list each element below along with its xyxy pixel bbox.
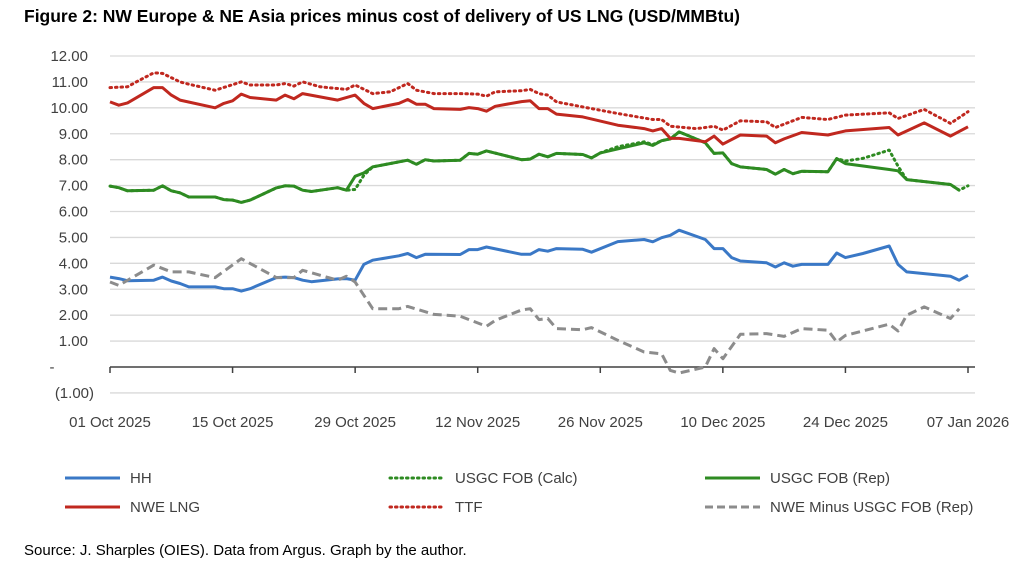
- y-tick-label: 2.00: [59, 307, 88, 324]
- y-tick-label: 1.00: [59, 333, 88, 350]
- y-tick-label: 7.00: [59, 178, 88, 195]
- source-note: Source: J. Sharples (OIES). Data from Ar…: [24, 542, 467, 559]
- legend-label: NWE Minus USGC FOB (Rep): [770, 499, 973, 516]
- x-tick-label: 07 Jan 2026: [927, 414, 1010, 431]
- y-tick-label: 10.00: [50, 100, 88, 117]
- legend-label: USGC FOB (Rep): [770, 470, 890, 487]
- series-line-usgc-fob-rep: [109, 130, 961, 204]
- y-tick-label: 11.00: [52, 74, 88, 91]
- x-tick-label: 10 Dec 2025: [680, 414, 765, 431]
- x-tick-label: 01 Oct 2025: [69, 414, 151, 431]
- series-line-nwe-minus-usgc-fob-rep: [109, 257, 961, 375]
- y-tick-label: 9.00: [59, 126, 88, 143]
- y-tick-label: 6.00: [59, 204, 88, 221]
- legend: HH USGC FOB (Calc) USGC FOB (Rep) NWE LNG TT…: [65, 470, 973, 516]
- gridlines: [110, 55, 975, 394]
- x-tick-label: 29 Oct 2025: [314, 414, 396, 431]
- legend-label: NWE LNG: [130, 499, 200, 516]
- y-tick-label: -: [50, 359, 55, 376]
- legend-label: TTF: [455, 499, 483, 516]
- x-tick-label: 12 Nov 2025: [435, 414, 520, 431]
- x-axis: [109, 366, 975, 373]
- y-axis-ticks: 12.00 11.00 10.00 9.00 8.00 7.00 6.00 5.00 4.00 3…: [50, 48, 95, 402]
- series-line-nwe-lng: [109, 86, 969, 146]
- legend-label: HH: [130, 470, 152, 487]
- y-tick-label: 8.00: [59, 152, 88, 169]
- chart-title: Figure 2: NW Europe & NE Asia prices min…: [24, 6, 740, 26]
- y-tick-label: 12.00: [50, 48, 88, 65]
- x-tick-label: 24 Dec 2025: [803, 414, 888, 431]
- x-tick-label: 15 Oct 2025: [192, 414, 274, 431]
- y-tick-label: 5.00: [59, 229, 88, 246]
- series-lines: [108, 71, 970, 375]
- y-tick-label: 4.00: [59, 255, 88, 272]
- legend-label: USGC FOB (Calc): [455, 470, 578, 487]
- y-tick-label: 3.00: [59, 281, 88, 298]
- y-tick-label: (1.00): [55, 385, 94, 402]
- x-tick-label: 26 Nov 2025: [558, 414, 643, 431]
- x-axis-tick-labels: 01 Oct 2025 15 Oct 2025 29 Oct 2025 12 Nov …: [69, 414, 1009, 431]
- series-line-hh: [109, 228, 969, 293]
- series-line-usgc-fob-calc: [108, 130, 970, 204]
- series-line-ttf: [108, 71, 970, 132]
